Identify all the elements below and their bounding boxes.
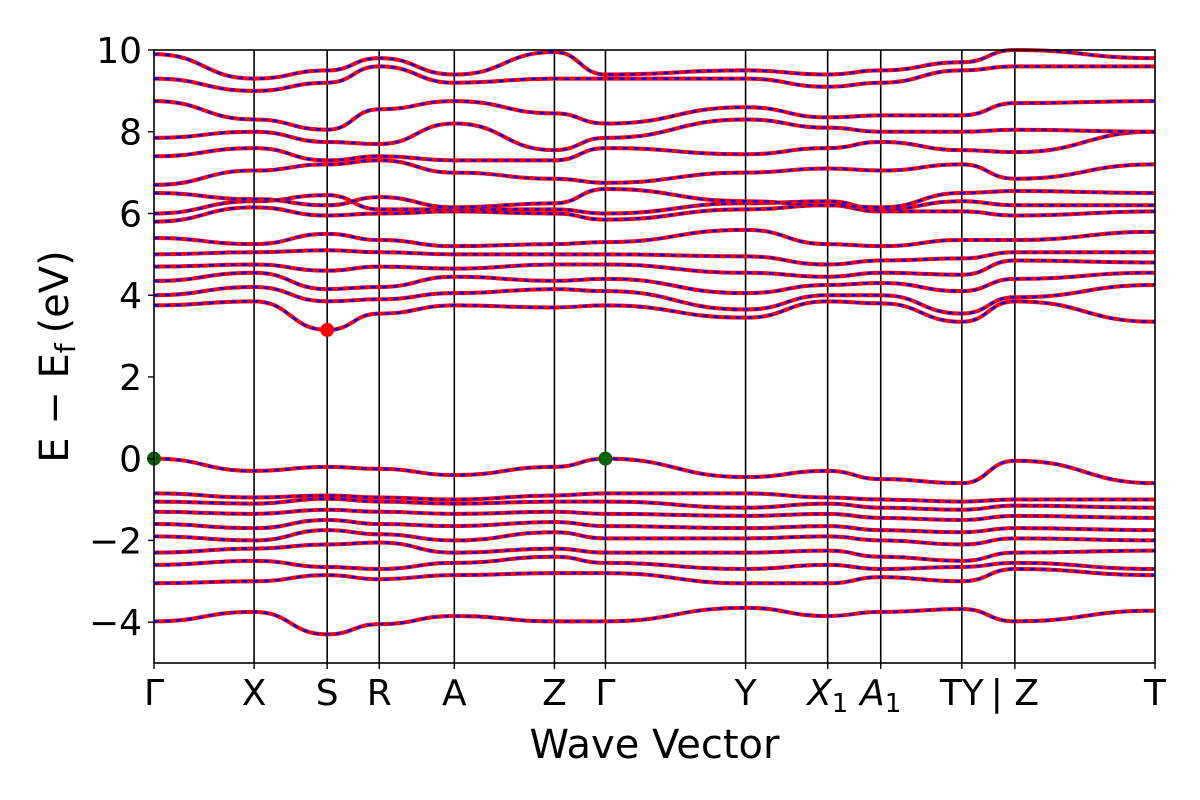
band-line-dashed [153,48,1156,80]
y-tick-label: 2 [119,358,142,399]
cbm-marker [320,322,335,337]
x-axis-title: Wave Vector [530,722,781,768]
band-line-dashed [153,118,1156,152]
band-line [153,227,1156,249]
x-tick-label: X [242,673,267,714]
x-tick-label: S [316,673,339,714]
band-line-dashed [153,555,1156,571]
band-line-dashed [153,518,1156,534]
x-tick-label: A [442,673,467,714]
x-tick-label: TY [939,673,985,714]
band-line-dashed [153,187,1156,209]
band-line-dashed [153,204,1156,223]
x-tick-label: Γ [595,673,615,714]
band-line-dashed [153,65,1155,93]
x-tick-label: Y [734,673,758,714]
y-tick-label: −4 [89,603,142,644]
x-tick-label: Γ [144,673,164,714]
band-line [153,456,1156,486]
plot-frame [153,49,1156,664]
band-line-dashed [153,99,1156,131]
band-line-dashed [153,283,1156,315]
y-tick-label: 8 [119,113,142,154]
band-line-dashed [153,567,1156,585]
y-axis-title: E − Ef (eV) [32,250,82,463]
y-axis-ticks: −4 −2 0 2 4 6 8 10 [89,31,154,644]
y-tick-label: 10 [96,31,142,72]
y-tick-label: 6 [119,194,142,235]
band-line [153,158,1156,187]
y-tick-label: 0 [119,440,142,481]
band-line-dashed [153,300,1156,332]
band-line-dashed [153,497,1156,512]
band-line [153,248,1155,267]
x-tick-label: Z [542,673,567,714]
band-line [153,507,1156,522]
x-tick-label: X1 [805,673,848,719]
x-tick-label: A1 [858,673,901,719]
band-line-dashed [153,271,1156,295]
band-line-dashed [153,606,1156,636]
x-tick-label: R [367,673,392,714]
vbm-marker [598,451,613,466]
band-line-dashed [153,130,1156,162]
x-tick-label: T [1143,673,1167,714]
band-line [153,540,1156,563]
band-line-dashed [153,528,1156,546]
y-tick-label: 4 [119,276,142,317]
band-lines [153,47,1156,637]
band-line [153,258,1156,279]
y-axis-title-unit: (eV) [32,250,78,333]
x-tick-label: | Z [991,673,1039,714]
y-tick-label: −2 [89,521,142,562]
band-line-dashed [153,193,1155,215]
band-line [153,491,1155,504]
y-axis-title-subscript: f [49,342,82,353]
y-axis-title-main: E − E [32,353,78,463]
